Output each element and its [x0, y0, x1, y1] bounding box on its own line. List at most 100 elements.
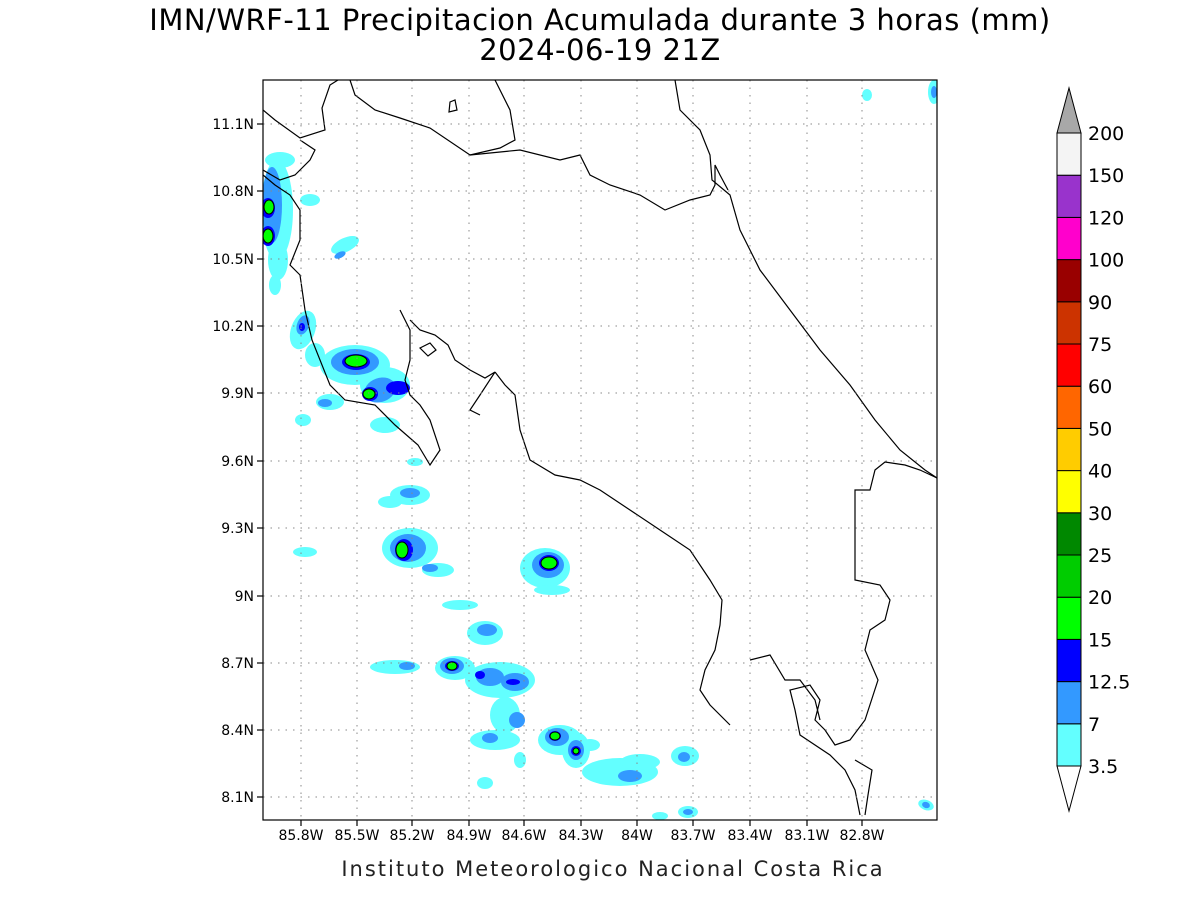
precip-cell	[534, 585, 570, 595]
golfo-dulce	[854, 759, 873, 816]
colorbar-swatch	[1056, 174, 1082, 218]
precip-cell	[263, 228, 274, 244]
precip-cell	[362, 388, 376, 400]
lat-tick-label: 10.2N	[212, 319, 254, 335]
colorbar-swatch	[1056, 596, 1082, 640]
precip-cell	[263, 199, 275, 215]
credit-line: Instituto Meteorologico Nacional Costa R…	[341, 857, 885, 881]
precip-cell	[931, 86, 937, 98]
lon-tick-label: 84.3W	[558, 828, 603, 844]
colorbar-label: 7	[1088, 714, 1100, 736]
precip-cell	[422, 564, 438, 572]
nicoya-gulf-coast	[409, 319, 496, 416]
colorbar-label: 75	[1088, 334, 1112, 356]
colorbar-swatch	[1056, 681, 1082, 725]
precip-cell	[620, 754, 660, 770]
precip-cell	[446, 661, 458, 671]
colorbar-swatch	[1056, 385, 1082, 429]
precip-cell	[683, 809, 693, 815]
precip-cell	[268, 240, 288, 280]
precip-cell	[395, 541, 409, 559]
precip-cell	[509, 712, 525, 728]
lon-tick-label: 82.8W	[839, 828, 884, 844]
colorbar-swatch	[1056, 554, 1082, 598]
colorbar-label: 25	[1088, 545, 1112, 567]
nicoya-island	[418, 342, 437, 357]
lat-tick-label: 9.6N	[221, 454, 254, 470]
nicaragua-border	[469, 149, 729, 211]
precip-cell	[344, 354, 368, 368]
lon-tick-label: 84.6W	[501, 828, 546, 844]
precip-cell	[370, 417, 400, 433]
colorbar-swatch	[1056, 470, 1082, 514]
colorbar-swatch	[1056, 723, 1082, 767]
lat-tick-label: 10.8N	[212, 184, 254, 200]
precip-cell	[506, 679, 520, 685]
caribbean-coast	[674, 80, 937, 479]
colorbar-label: 60	[1088, 376, 1112, 398]
small-island	[448, 99, 458, 113]
colorbar-label: 90	[1088, 292, 1112, 314]
colorbar-label: 150	[1088, 165, 1124, 187]
lon-tick-label: 83.7W	[670, 828, 715, 844]
precip-cell	[475, 671, 485, 679]
precip-cell	[407, 458, 423, 466]
colorbar-swatch	[1056, 638, 1082, 683]
colorbar-over-arrow	[1056, 86, 1082, 134]
precip-cell	[618, 770, 642, 782]
precip-cell	[300, 194, 320, 206]
lon-tick-label: 85.2W	[389, 828, 434, 844]
precip-cell	[334, 251, 346, 259]
colorbar-label: 20	[1088, 587, 1112, 609]
lat-tick-label: 9.3N	[221, 521, 254, 537]
pacific-coast-north	[263, 139, 316, 181]
precip-cell	[299, 323, 305, 331]
colorbar-under-arrow	[1056, 765, 1082, 813]
map-title: IMN/WRF-11 Precipitacion Acumulada duran…	[149, 3, 1051, 37]
precip-cell	[580, 739, 600, 751]
lon-tick-label: 85.8W	[278, 828, 323, 844]
colorbar-label: 3.5	[1088, 756, 1118, 778]
precip-cell	[477, 777, 493, 789]
precip-cell	[477, 624, 497, 636]
precip-cell	[540, 556, 558, 570]
lat-tick-label: 9.9N	[221, 386, 254, 402]
precip-cell	[331, 236, 359, 254]
map-timestamp: 2024-06-19 21Z	[479, 33, 721, 67]
lat-tick-label: 8.7N	[221, 656, 254, 672]
axis-ticks: 11.1N 10.8N 10.5N 10.2N 9.9N 9.6N 9.3N 9N 8.7N 8.…	[212, 117, 884, 844]
central-pacific-coast	[494, 371, 731, 726]
precip-cell	[295, 414, 311, 426]
map-frame	[262, 79, 938, 821]
colorbar-swatch	[1056, 343, 1082, 387]
nicaragua-lake-shore	[263, 80, 339, 139]
colorbar-label: 30	[1088, 503, 1112, 525]
precip-cell	[922, 801, 930, 809]
precip-cell	[862, 89, 872, 101]
colorbar-label: 50	[1088, 418, 1112, 440]
colorbar-swatch	[1056, 259, 1082, 303]
coastline-layer	[263, 80, 937, 816]
panama-border	[789, 461, 937, 816]
precip-cell	[386, 381, 410, 395]
colorbar-label: 120	[1088, 207, 1124, 229]
graticule	[263, 80, 937, 820]
lat-tick-label: 11.1N	[212, 117, 254, 133]
colorbar-swatch	[1056, 512, 1082, 556]
colorbar-swatch	[1056, 132, 1082, 176]
lat-tick-label: 9N	[235, 589, 254, 605]
precip-cell	[378, 496, 402, 508]
precip-cell	[482, 733, 498, 743]
lat-tick-label: 8.1N	[221, 790, 254, 806]
precip-cell	[318, 399, 332, 407]
lat-tick-label: 10.5N	[212, 252, 254, 268]
colorbar-legend: 3.5 7 12.5 15 20 25 30 40 50 60 75 90 100 120 150 200	[1056, 86, 1130, 813]
precip-cell	[269, 275, 281, 295]
lon-tick-label: 84.9W	[446, 828, 491, 844]
lat-tick-label: 8.4N	[221, 723, 254, 739]
colorbar-label: 200	[1088, 123, 1124, 145]
colorbar-swatch	[1056, 427, 1082, 472]
precip-cell	[442, 600, 478, 610]
colorbar-label: 12.5	[1088, 672, 1130, 694]
